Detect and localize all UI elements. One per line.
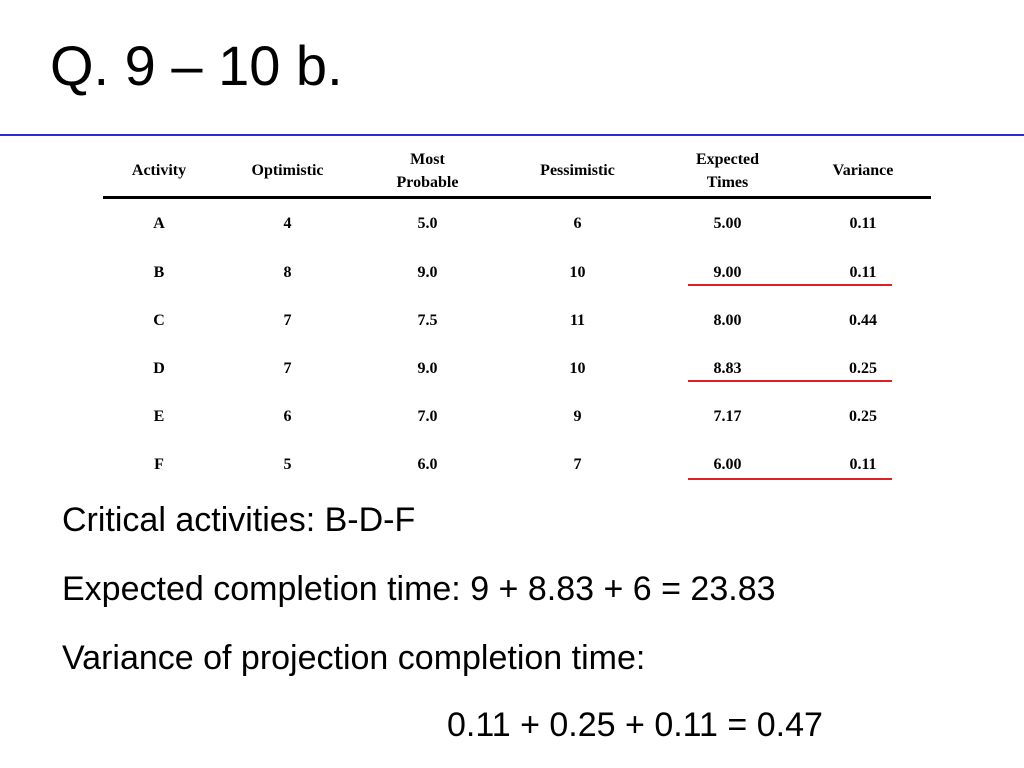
cell-variance: 0.11 (849, 456, 877, 473)
cell-variance: 0.11 (849, 215, 877, 232)
critical-activities-text: Critical activities: B-D-F (62, 501, 416, 539)
header-expected-times: Expected Times (660, 146, 795, 198)
cell-expected: 9.00 (713, 264, 742, 281)
cell-pessimistic: 11 (569, 312, 586, 329)
header-expected-line2: Times (706, 174, 749, 191)
critical-underline-d (688, 380, 892, 382)
cell-expected: 8.83 (713, 360, 742, 377)
table-row: F 5 6.0 7 6.00 0.11 (103, 441, 931, 489)
cell-most-probable: 7.0 (417, 408, 438, 425)
table-row: C 7 7.5 11 8.00 0.44 (103, 297, 931, 345)
cell-pessimistic: 9 (573, 408, 582, 425)
expected-completion-text: Expected completion time: 9 + 8.83 + 6 =… (62, 570, 776, 608)
cell-variance: 0.25 (849, 408, 877, 425)
title-divider (0, 134, 1024, 136)
header-variance: Variance (832, 162, 894, 180)
cell-variance: 0.11 (849, 264, 877, 281)
header-most-probable-line1: Most (410, 150, 445, 168)
cell-most-probable: 7.5 (417, 312, 438, 329)
cell-most-probable: 9.0 (417, 360, 438, 377)
cell-pessimistic: 10 (569, 360, 586, 377)
critical-underline-b (688, 284, 892, 286)
cell-optimistic: 8 (283, 264, 292, 281)
cell-most-probable: 5.0 (417, 215, 438, 232)
table-header-row: Activity Optimistic Most Probable Pessim… (103, 146, 931, 198)
slide-title: Q. 9 – 10 b. (50, 34, 343, 97)
table-row: B 8 9.0 10 9.00 0.11 (103, 249, 931, 297)
cell-pessimistic: 10 (569, 264, 586, 281)
cell-optimistic: 6 (283, 408, 292, 425)
cell-most-probable: 6.0 (417, 456, 438, 473)
cell-activity: F (154, 456, 164, 473)
cell-optimistic: 7 (283, 360, 292, 377)
cell-optimistic: 4 (283, 215, 292, 232)
header-activity: Activity (131, 162, 187, 180)
table-row: D 7 9.0 10 8.83 0.25 (103, 345, 931, 393)
cell-variance: 0.25 (849, 360, 877, 377)
cell-expected: 8.00 (713, 312, 742, 329)
cell-most-probable: 9.0 (417, 264, 438, 281)
critical-underline-f (688, 478, 892, 480)
table-row: A 4 5.0 6 5.00 0.11 (103, 198, 931, 250)
cell-optimistic: 5 (283, 456, 292, 473)
cell-activity: B (153, 264, 165, 281)
cell-activity: D (153, 360, 165, 377)
variance-sum-text: 0.11 + 0.25 + 0.11 = 0.47 (447, 706, 823, 744)
cell-expected: 6.00 (713, 456, 742, 473)
header-most-probable-line2: Probable (396, 174, 459, 191)
table-row: E 6 7.0 9 7.17 0.25 (103, 393, 931, 441)
cell-activity: C (153, 312, 165, 329)
cell-pessimistic: 7 (573, 456, 582, 473)
header-most-probable: Most Probable (360, 146, 495, 198)
variance-label-text: Variance of projection completion time: (62, 639, 646, 677)
activity-time-table: Activity Optimistic Most Probable Pessim… (103, 146, 931, 489)
cell-activity: E (153, 408, 165, 425)
cell-optimistic: 7 (283, 312, 292, 329)
cell-pessimistic: 6 (573, 215, 582, 232)
cell-expected: 5.00 (713, 215, 742, 232)
cell-expected: 7.17 (713, 408, 742, 425)
header-expected-line1: Expected (695, 150, 760, 168)
header-optimistic: Optimistic (251, 162, 324, 180)
cell-variance: 0.44 (849, 312, 877, 329)
header-pessimistic: Pessimistic (540, 162, 615, 180)
cell-activity: A (153, 215, 165, 232)
